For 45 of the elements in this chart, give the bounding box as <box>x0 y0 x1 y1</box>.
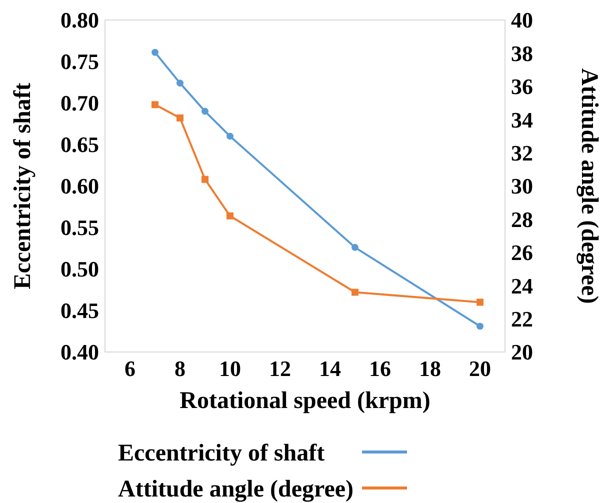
point <box>352 288 358 296</box>
x-tick-label: 12 <box>269 356 291 381</box>
y-tick-label: 0.60 <box>60 174 99 199</box>
point <box>152 48 158 56</box>
x-tick-label: 6 <box>124 356 136 381</box>
legend-label: Attitude angle (degree) <box>118 476 354 502</box>
y2-tick-label: 28 <box>511 206 533 232</box>
point <box>202 108 208 115</box>
point <box>226 212 234 220</box>
y2-tick-label: 38 <box>511 40 533 66</box>
x-tick-label: 10 <box>219 356 241 381</box>
y-tick-label: 0.45 <box>60 298 99 324</box>
y2-tick-label: 20 <box>511 340 533 365</box>
y2-tick-label: 40 <box>511 8 533 33</box>
x-tick-label: 8 <box>174 356 186 381</box>
x-tick-label: 16 <box>369 356 391 381</box>
y-axis-title: Eccentricity of shaft <box>10 82 36 290</box>
point <box>476 298 484 306</box>
y-tick-label: 0.70 <box>60 90 99 116</box>
x-axis-title: Rotational speed (krpm) <box>180 388 430 414</box>
y2-tick-label: 32 <box>511 140 533 166</box>
x-tick-label: 20 <box>469 356 491 381</box>
y2-tick-label: 22 <box>511 306 533 332</box>
y-tick-label: 0.50 <box>60 256 99 282</box>
x-tick-label: 18 <box>419 356 441 381</box>
y2-tick-label: 30 <box>511 174 533 199</box>
y-tick-label: 0.80 <box>60 8 99 33</box>
point <box>176 80 184 87</box>
y2-tick-label: 36 <box>511 74 533 100</box>
y-tick-label: 0.40 <box>60 340 99 365</box>
x-tick-label: 14 <box>319 356 341 381</box>
y2-tick-label: 26 <box>511 240 533 266</box>
y-tick-label: 0.75 <box>60 49 99 74</box>
y2-axis-title: Attitude angle (degree) <box>576 68 602 304</box>
legend-label: Eccentricity of shaft <box>118 440 325 466</box>
point <box>476 322 484 330</box>
point <box>202 176 208 183</box>
y-tick-label: 0.55 <box>60 215 99 240</box>
point <box>226 132 234 140</box>
point <box>176 114 184 122</box>
point <box>152 101 158 108</box>
point <box>352 244 358 251</box>
y2-tick-label: 34 <box>511 107 533 132</box>
y2-tick-label: 24 <box>511 273 533 298</box>
y-tick-label: 0.65 <box>60 132 99 158</box>
